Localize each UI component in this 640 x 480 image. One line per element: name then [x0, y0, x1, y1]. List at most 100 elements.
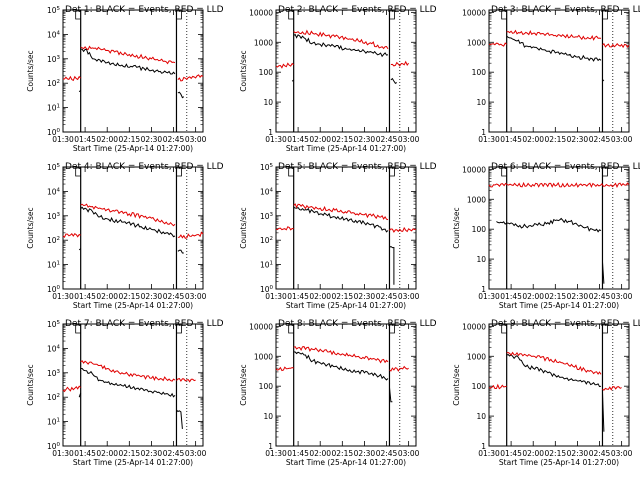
- series-lld-line: [275, 62, 295, 69]
- x-tick-label: 02:15: [545, 135, 567, 144]
- plot-frame: [488, 166, 630, 290]
- panel-title: Det 1: BLACK = Events, RED = LLD: [65, 5, 224, 15]
- series-lld-line: [506, 29, 602, 41]
- x-tick-label: 02:45: [589, 135, 611, 144]
- y-tick-label-base: 10: [260, 187, 270, 196]
- y-tick-label-exponent: 3: [57, 55, 61, 61]
- y-tick-label-exponent: 2: [57, 393, 61, 399]
- interval-end-marker: [389, 10, 395, 20]
- y-tick-label-base: 10: [260, 285, 270, 294]
- series-lld-line: [80, 45, 176, 65]
- x-tick-label: 02:00: [522, 449, 544, 458]
- y-tick-label: 1: [481, 128, 486, 137]
- y-tick-label-exponent: 0: [57, 442, 61, 448]
- y-tick-label-base: 10: [47, 6, 57, 15]
- panel-title: Det 3: BLACK = Events, RED = LLD: [491, 5, 640, 15]
- x-tick-label: 01:45: [74, 292, 96, 301]
- y-tick-label-base: 10: [47, 393, 57, 402]
- x-tick-label: 02:00: [522, 292, 544, 301]
- y-tick-label-base: 10: [47, 344, 57, 353]
- y-tick-label: 10000: [462, 322, 486, 331]
- y-tick-label: 1000: [254, 352, 273, 361]
- y-tick-label: 100: [260, 285, 274, 294]
- series-lld-line: [177, 74, 204, 82]
- series-events-line: [80, 206, 176, 238]
- series-events-line: [506, 354, 602, 388]
- y-axis-label: Counts/sec: [452, 207, 461, 248]
- interval-start-marker: [288, 167, 294, 177]
- x-tick-label: 02:30: [354, 449, 376, 458]
- x-tick-label: 01:45: [500, 292, 522, 301]
- x-tick-label: 02:30: [567, 292, 589, 301]
- x-tick-label: 02:45: [163, 135, 185, 144]
- x-tick-label: 01:30: [478, 292, 500, 301]
- y-tick-label-base: 10: [260, 261, 270, 270]
- y-tick-label: 1: [481, 285, 486, 294]
- y-tick-label-base: 10: [260, 212, 270, 221]
- y-axis-label: Counts/sec: [26, 50, 35, 91]
- y-tick-label: 100: [47, 442, 61, 451]
- x-tick-label: 03:00: [398, 292, 420, 301]
- x-tick-label: 02:00: [522, 135, 544, 144]
- series-events-line: [506, 35, 602, 62]
- x-tick-label: 03:00: [611, 135, 633, 144]
- y-tick-label: 100: [472, 225, 487, 234]
- y-tick-label-exponent: 1: [57, 261, 61, 267]
- y-tick-label-base: 10: [47, 261, 57, 270]
- y-tick-label: 102: [47, 236, 60, 245]
- panel-det-8: 1 10 100 1000 10000 01:30 01:45 02:00 02:15 02:30…: [239, 319, 437, 467]
- y-tick-label: 105: [47, 6, 61, 15]
- series-lld-line: [389, 226, 417, 233]
- y-tick-label-exponent: 0: [270, 285, 274, 291]
- x-tick-label: 02:15: [332, 449, 354, 458]
- y-tick-label-base: 10: [47, 163, 57, 172]
- series-events-line: [293, 33, 389, 58]
- x-tick-label: 01:30: [265, 449, 287, 458]
- series-lld-line: [389, 365, 409, 372]
- y-tick-label: 104: [47, 30, 61, 39]
- x-tick-label: 02:30: [141, 449, 163, 458]
- y-tick-label-exponent: 5: [57, 163, 61, 169]
- interval-start-marker: [288, 324, 294, 334]
- series-events-line: [390, 77, 398, 84]
- y-tick-label: 103: [47, 212, 61, 221]
- series-events-line: [602, 392, 605, 432]
- x-tick-label: 02:00: [309, 135, 331, 144]
- panel-det-9: 1 10 100 1000 10000 01:30 01:45 02:00 02:15 02:30…: [452, 319, 640, 467]
- interval-end-marker: [176, 167, 182, 177]
- y-tick-label: 1000: [467, 195, 486, 204]
- series-events-line: [389, 387, 393, 403]
- series-lld-line: [602, 386, 622, 391]
- y-tick-label: 101: [47, 418, 60, 427]
- y-tick-label: 1000: [467, 38, 486, 47]
- y-tick-label: 105: [47, 320, 61, 329]
- panel-det-2: 1 10 100 1000 10000 01:30 01:45 02:00 02:15 02:30…: [239, 5, 437, 153]
- y-tick-label-base: 10: [47, 128, 57, 137]
- series-lld-line: [80, 360, 176, 382]
- plot-frame: [62, 323, 204, 447]
- x-tick-label: 02:15: [119, 449, 141, 458]
- y-tick-label: 101: [47, 261, 60, 270]
- y-tick-label-base: 10: [47, 79, 57, 88]
- interval-start-marker: [501, 10, 507, 20]
- plot-frame: [62, 166, 204, 290]
- x-tick-label: 02:00: [309, 292, 331, 301]
- y-tick-label: 10: [476, 255, 486, 264]
- x-tick-label: 03:00: [185, 292, 207, 301]
- series-events-line: [78, 90, 82, 93]
- y-tick-label: 100: [47, 128, 61, 137]
- interval-end-marker: [176, 324, 182, 334]
- y-tick-label-exponent: 5: [57, 320, 61, 326]
- y-tick-label: 1: [481, 442, 486, 451]
- y-tick-label-exponent: 5: [270, 163, 274, 169]
- series-events-line: [177, 91, 185, 99]
- x-axis-label: Start Time (25-Apr-14 01:27:00): [499, 301, 619, 310]
- panel-title: Det 4: BLACK = Events, RED = LLD: [65, 162, 224, 172]
- x-tick-label: 02:45: [163, 449, 185, 458]
- y-tick-label-exponent: 2: [57, 79, 61, 85]
- x-tick-label: 03:00: [398, 449, 420, 458]
- y-tick-label-base: 10: [47, 212, 57, 221]
- series-events-line: [602, 261, 605, 284]
